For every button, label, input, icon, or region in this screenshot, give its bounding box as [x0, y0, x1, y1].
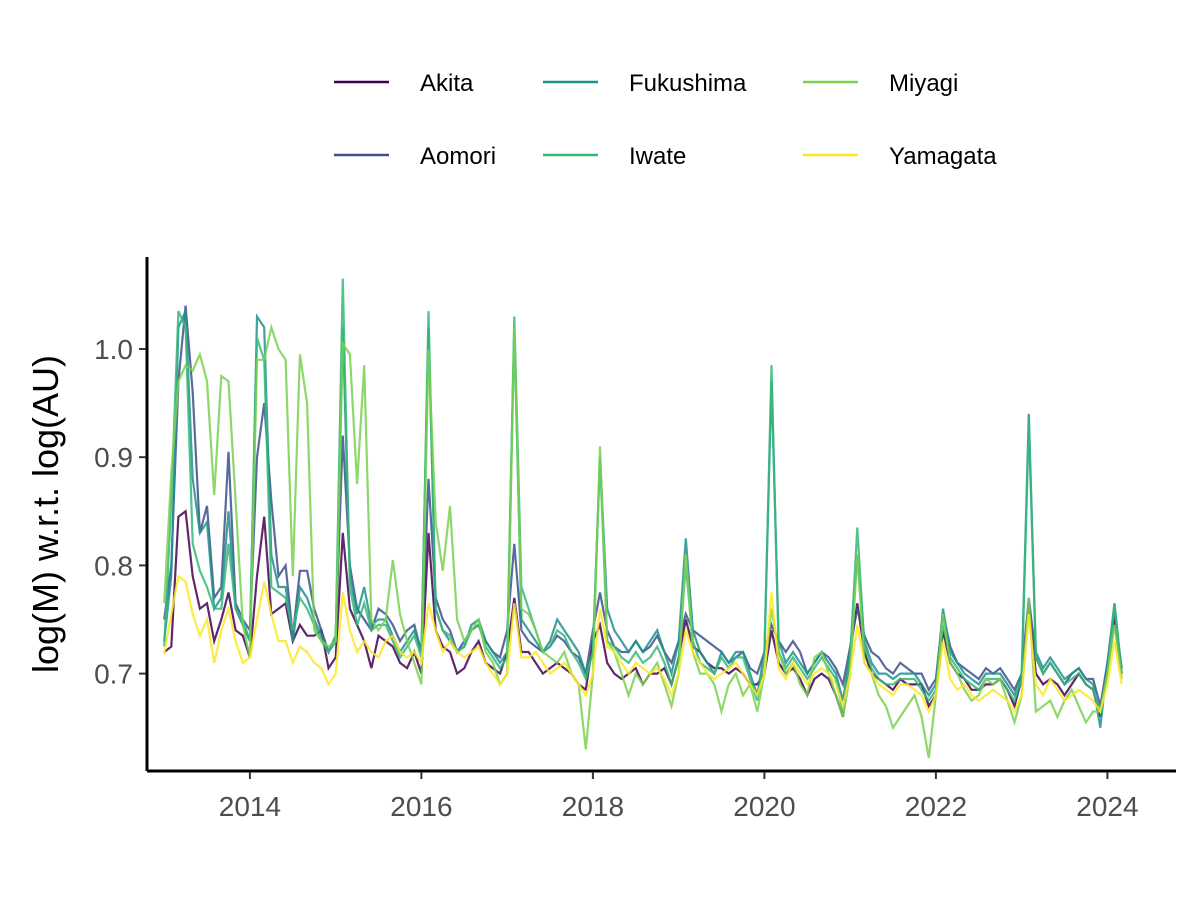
legend-label: Fukushima [629, 70, 747, 97]
x-tick-label: 2016 [390, 791, 452, 822]
x-tick-label: 2018 [562, 791, 624, 822]
legend-label: Miyagi [889, 70, 958, 97]
y-axis-title: log(M) w.r.t. log(AU) [25, 355, 66, 673]
legend-label: Yamagata [889, 143, 997, 170]
y-tick-label: 0.8 [94, 550, 133, 581]
legend: Akita Aomori Fukushima Iwate Miyagi Yamagata [334, 70, 997, 170]
legend-item-miyagi: Miyagi [803, 70, 958, 97]
legend-item-yamagata: Yamagata [803, 143, 997, 170]
series-line-iwate [163, 278, 1123, 716]
series-line-fukushima [163, 310, 1123, 728]
series-lines [163, 278, 1123, 759]
x-tick-label: 2024 [1076, 791, 1138, 822]
series-line-miyagi [163, 323, 1123, 759]
legend-item-iwate: Iwate [543, 143, 686, 170]
legend-item-fukushima: Fukushima [543, 70, 747, 97]
series-line-yamagata [163, 574, 1123, 715]
x-tick-label: 2022 [905, 791, 967, 822]
series-line-aomori [163, 305, 1123, 707]
y-tick-label: 1.0 [94, 334, 133, 365]
legend-label: Aomori [420, 143, 496, 170]
y-tick-label: 0.7 [94, 659, 133, 690]
x-tick-label: 2014 [219, 791, 281, 822]
legend-item-akita: Akita [334, 70, 474, 97]
y-axis-ticks: 0.7 0.8 0.9 1.0 [94, 334, 146, 690]
x-tick-label: 2020 [733, 791, 795, 822]
legend-item-aomori: Aomori [334, 143, 496, 170]
legend-label: Akita [420, 70, 474, 97]
x-axis-ticks: 2014 2016 2018 2020 2022 2024 [219, 772, 1139, 822]
legend-label: Iwate [629, 143, 686, 170]
y-tick-label: 0.9 [94, 442, 133, 473]
